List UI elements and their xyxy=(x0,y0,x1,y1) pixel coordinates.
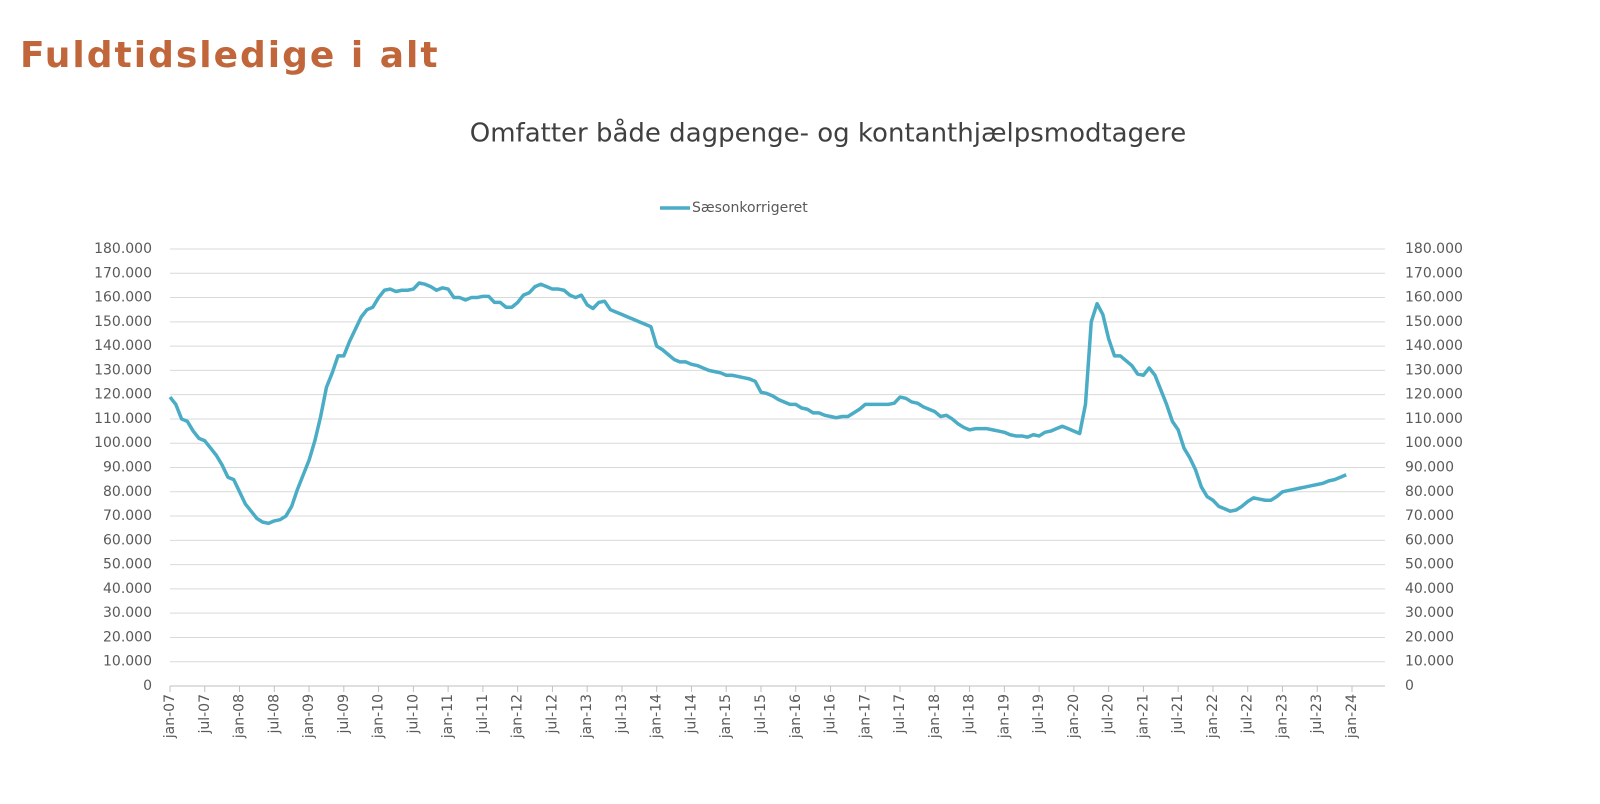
x-tick-label: jan-11 xyxy=(440,694,456,739)
x-tick-label: jul-17 xyxy=(892,694,908,735)
y2-tick-label: 0 xyxy=(1405,678,1414,694)
x-tick-label: jul-12 xyxy=(544,694,560,735)
y-tick-label: 90.000 xyxy=(103,460,152,476)
x-tick-label: jan-24 xyxy=(1344,694,1360,739)
x-tick-label: jan-07 xyxy=(162,694,178,739)
x-tick-label: jul-23 xyxy=(1309,694,1325,735)
x-tick-label: jul-16 xyxy=(823,694,839,735)
x-tick-label: jan-09 xyxy=(301,694,317,739)
x-tick-label: jul-19 xyxy=(1031,694,1047,735)
x-tick-label: jan-18 xyxy=(927,694,943,739)
y2-tick-label: 160.000 xyxy=(1405,290,1463,306)
y2-tick-label: 110.000 xyxy=(1405,411,1463,427)
y2-tick-label: 70.000 xyxy=(1405,508,1454,524)
y-tick-label: 170.000 xyxy=(94,265,152,281)
y-tick-label: 120.000 xyxy=(94,387,152,403)
y2-tick-label: 130.000 xyxy=(1405,362,1463,378)
y-tick-label: 180.000 xyxy=(94,241,152,257)
y2-tick-label: 80.000 xyxy=(1405,484,1454,500)
y2-tick-label: 180.000 xyxy=(1405,241,1463,257)
y-tick-label: 160.000 xyxy=(94,290,152,306)
y2-tick-label: 10.000 xyxy=(1405,654,1454,670)
y2-tick-label: 20.000 xyxy=(1405,629,1454,645)
y-tick-label: 130.000 xyxy=(94,362,152,378)
y-tick-label: 140.000 xyxy=(94,338,152,354)
x-tick-label: jul-09 xyxy=(336,694,352,735)
x-tick-label: jan-13 xyxy=(579,694,595,739)
y2-tick-label: 140.000 xyxy=(1405,338,1463,354)
y-tick-label: 60.000 xyxy=(103,532,152,548)
x-tick-label: jan-23 xyxy=(1274,694,1290,739)
x-tick-label: jul-07 xyxy=(197,694,213,735)
x-tick-label: jul-11 xyxy=(475,694,491,735)
y-tick-label: 10.000 xyxy=(103,654,152,670)
x-tick-label: jul-21 xyxy=(1170,694,1186,735)
x-tick-label: jul-13 xyxy=(614,694,630,735)
y2-tick-label: 50.000 xyxy=(1405,557,1454,573)
x-tick-label: jan-08 xyxy=(232,694,248,739)
y2-tick-label: 40.000 xyxy=(1405,581,1454,597)
x-tick-label: jan-16 xyxy=(788,694,804,739)
x-tick-label: jul-10 xyxy=(405,694,421,735)
x-tick-label: jul-08 xyxy=(266,694,282,735)
y-tick-label: 40.000 xyxy=(103,581,152,597)
chart-title: Omfatter både dagpenge- og kontanthjælps… xyxy=(470,118,1186,149)
page-heading: Fuldtidsledige i alt xyxy=(20,35,440,76)
y-tick-label: 100.000 xyxy=(94,435,152,451)
x-tick-label: jan-20 xyxy=(1066,694,1082,739)
x-tick-label: jan-10 xyxy=(371,694,387,739)
y-tick-label: 50.000 xyxy=(103,557,152,573)
y2-tick-label: 90.000 xyxy=(1405,460,1454,476)
y-tick-label: 70.000 xyxy=(103,508,152,524)
x-tick-label: jul-20 xyxy=(1101,694,1117,735)
y-tick-label: 20.000 xyxy=(103,629,152,645)
x-tick-label: jan-14 xyxy=(649,694,665,739)
y-tick-label: 30.000 xyxy=(103,605,152,621)
x-tick-label: jul-15 xyxy=(753,694,769,735)
x-tick-label: jan-17 xyxy=(857,694,873,739)
x-tick-label: jan-22 xyxy=(1205,694,1221,739)
y2-tick-label: 150.000 xyxy=(1405,314,1463,330)
legend-label: Sæsonkorrigeret xyxy=(692,200,808,216)
x-tick-label: jan-12 xyxy=(510,694,526,739)
x-tick-label: jul-22 xyxy=(1240,694,1256,735)
series-line xyxy=(168,281,1347,526)
x-tick-label: jul-18 xyxy=(962,694,978,735)
x-tick-label: jul-14 xyxy=(683,694,699,735)
x-tick-label: jan-21 xyxy=(1135,694,1151,739)
y2-tick-label: 120.000 xyxy=(1405,387,1463,403)
x-tick-label: jan-15 xyxy=(718,694,734,739)
y-tick-label: 110.000 xyxy=(94,411,152,427)
x-tick-label: jan-19 xyxy=(996,694,1012,739)
y-tick-label: 150.000 xyxy=(94,314,152,330)
y-tick-label: 0 xyxy=(143,678,152,694)
y2-tick-label: 170.000 xyxy=(1405,265,1463,281)
y-tick-label: 80.000 xyxy=(103,484,152,500)
y2-tick-label: 100.000 xyxy=(1405,435,1463,451)
y2-tick-label: 30.000 xyxy=(1405,605,1454,621)
y2-tick-label: 60.000 xyxy=(1405,532,1454,548)
